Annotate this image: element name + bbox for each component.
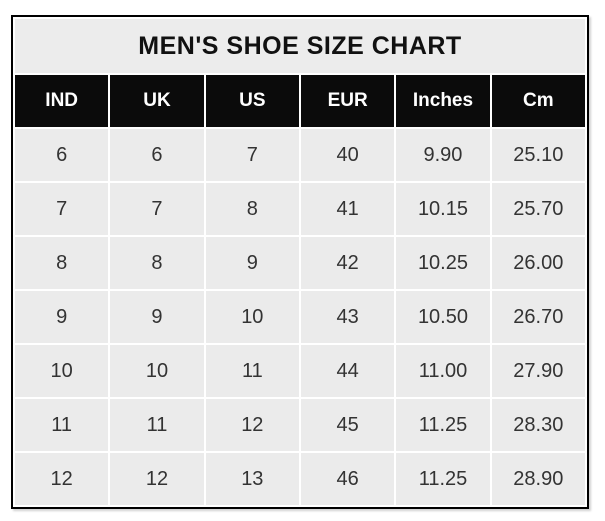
mens-shoe-size-chart-table: MEN'S SHOE SIZE CHART IND UK US EUR Inches Cm… [11,15,589,509]
column-header-ind: IND [15,75,109,127]
cell-uk: 6 [110,129,204,181]
shoe-size-chart-container: MEN'S SHOE SIZE CHART IND UK US EUR Inches Cm… [11,15,589,509]
cell-us: 13 [205,453,299,505]
table-row: 9 9 10 43 10.50 26.70 [15,291,585,343]
cell-ind: 10 [15,345,109,397]
title-row: MEN'S SHOE SIZE CHART [15,19,585,73]
cell-ind: 6 [15,129,109,181]
cell-us: 12 [205,399,299,451]
cell-inches: 10.15 [396,183,490,235]
cell-inches: 10.50 [396,291,490,343]
column-header-inches: Inches [396,75,490,127]
column-header-us: US [205,75,299,127]
cell-cm: 28.90 [491,453,585,505]
cell-ind: 7 [15,183,109,235]
cell-ind: 8 [15,237,109,289]
table-row: 10 10 11 44 11.00 27.90 [15,345,585,397]
cell-eur: 46 [300,453,395,505]
table-row: 7 7 8 41 10.15 25.70 [15,183,585,235]
cell-us: 10 [205,291,299,343]
cell-cm: 27.90 [491,345,585,397]
column-header-eur: EUR [300,75,395,127]
cell-cm: 26.00 [491,237,585,289]
cell-inches: 10.25 [396,237,490,289]
cell-inches: 9.90 [396,129,490,181]
header-row: IND UK US EUR Inches Cm [15,75,585,127]
cell-uk: 7 [110,183,204,235]
cell-ind: 11 [15,399,109,451]
column-header-cm: Cm [491,75,585,127]
cell-cm: 26.70 [491,291,585,343]
cell-inches: 11.25 [396,399,490,451]
cell-inches: 11.25 [396,453,490,505]
cell-uk: 12 [110,453,204,505]
cell-uk: 8 [110,237,204,289]
cell-us: 11 [205,345,299,397]
chart-title: MEN'S SHOE SIZE CHART [15,19,585,73]
cell-ind: 9 [15,291,109,343]
cell-ind: 12 [15,453,109,505]
cell-eur: 41 [300,183,395,235]
cell-us: 9 [205,237,299,289]
table-row: 6 6 7 40 9.90 25.10 [15,129,585,181]
column-header-uk: UK [110,75,204,127]
cell-inches: 11.00 [396,345,490,397]
cell-uk: 9 [110,291,204,343]
cell-eur: 40 [300,129,395,181]
cell-eur: 42 [300,237,395,289]
cell-us: 8 [205,183,299,235]
cell-us: 7 [205,129,299,181]
cell-uk: 11 [110,399,204,451]
cell-cm: 25.70 [491,183,585,235]
table-row: 12 12 13 46 11.25 28.90 [15,453,585,505]
cell-cm: 28.30 [491,399,585,451]
cell-uk: 10 [110,345,204,397]
cell-cm: 25.10 [491,129,585,181]
table-row: 11 11 12 45 11.25 28.30 [15,399,585,451]
cell-eur: 45 [300,399,395,451]
cell-eur: 44 [300,345,395,397]
table-row: 8 8 9 42 10.25 26.00 [15,237,585,289]
cell-eur: 43 [300,291,395,343]
